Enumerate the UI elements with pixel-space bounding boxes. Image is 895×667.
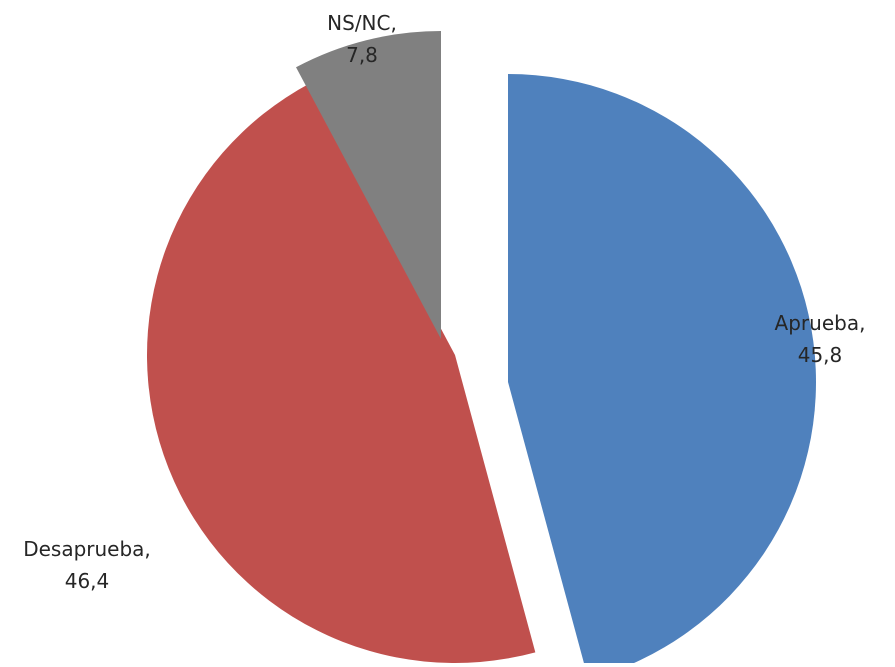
pie-slice-aprueba bbox=[508, 74, 816, 667]
pie-slice-ns-nc bbox=[296, 31, 441, 339]
pie-slice-desaprueba bbox=[146, 83, 536, 664]
data-label-category: Aprueba, bbox=[775, 311, 866, 335]
data-label-category: Desaprueba, bbox=[23, 537, 151, 561]
data-label-value: 7,8 bbox=[346, 43, 378, 67]
data-label-value: 46,4 bbox=[65, 569, 110, 593]
data-label-value: 45,8 bbox=[798, 343, 843, 367]
data-label-aprueba: Aprueba, 45,8 bbox=[775, 311, 866, 367]
data-label-category: NS/NC, bbox=[327, 11, 397, 35]
data-label-desaprueba: Desaprueba, 46,4 bbox=[23, 537, 151, 593]
data-label-ns-nc: NS/NC, 7,8 bbox=[327, 11, 397, 67]
pie-slices bbox=[146, 31, 816, 667]
pie-data-labels: Aprueba, 45,8 Desaprueba, 46,4 NS/NC, 7,8 bbox=[23, 11, 865, 593]
